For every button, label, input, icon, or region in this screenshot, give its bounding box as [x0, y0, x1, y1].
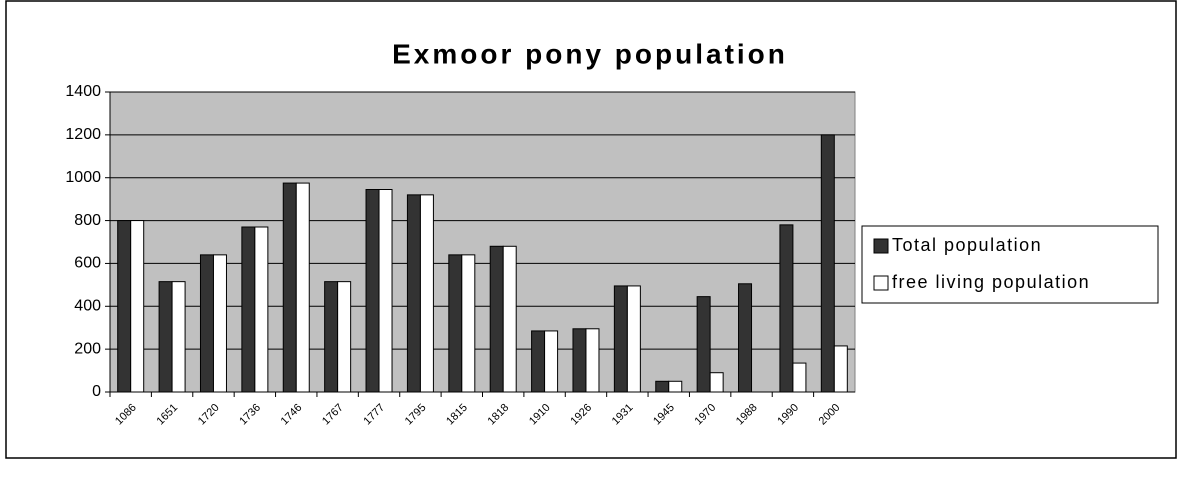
chart-title: Exmoor pony population	[392, 38, 788, 69]
bar	[668, 380, 683, 393]
bar	[544, 330, 559, 393]
bar	[502, 245, 517, 393]
bar	[406, 194, 421, 393]
bar	[117, 220, 132, 393]
plot-area	[109, 91, 856, 393]
legend-box	[861, 225, 1159, 304]
y-tick-label: 600	[74, 255, 101, 272]
bar	[378, 189, 393, 393]
bar	[212, 254, 227, 393]
bar	[585, 328, 600, 393]
legend-label: Total population	[892, 235, 1042, 255]
bar	[696, 296, 711, 393]
y-tick-label: 1000	[65, 169, 101, 186]
bar	[709, 372, 724, 393]
bar	[833, 345, 848, 393]
bar	[820, 134, 835, 393]
bar	[199, 254, 214, 393]
legend-label: free living population	[892, 272, 1090, 292]
legend-swatch	[873, 238, 889, 254]
bar	[655, 380, 670, 393]
bar	[171, 281, 186, 393]
bar	[489, 245, 504, 393]
legend-swatch	[873, 275, 889, 291]
y-tick-label: 400	[74, 298, 101, 315]
bar	[461, 254, 476, 393]
bar	[792, 362, 807, 393]
bar	[295, 182, 310, 393]
bar	[613, 285, 628, 393]
y-tick-label: 200	[74, 340, 101, 357]
bar	[158, 281, 173, 393]
y-tick-label: 1400	[65, 83, 101, 100]
bar	[779, 224, 794, 393]
bar	[626, 285, 641, 393]
bar	[419, 194, 434, 393]
bar	[365, 189, 380, 393]
bar	[531, 330, 546, 393]
y-tick-label: 0	[92, 383, 101, 400]
bar	[282, 182, 297, 393]
bar	[130, 220, 145, 393]
bar	[738, 283, 753, 393]
bar	[572, 328, 587, 393]
y-tick-label: 1200	[65, 126, 101, 143]
bar	[324, 281, 339, 393]
bar	[254, 226, 269, 393]
y-tick-label: 800	[74, 212, 101, 229]
bar	[337, 281, 352, 393]
bar	[448, 254, 463, 393]
bar	[241, 226, 256, 393]
